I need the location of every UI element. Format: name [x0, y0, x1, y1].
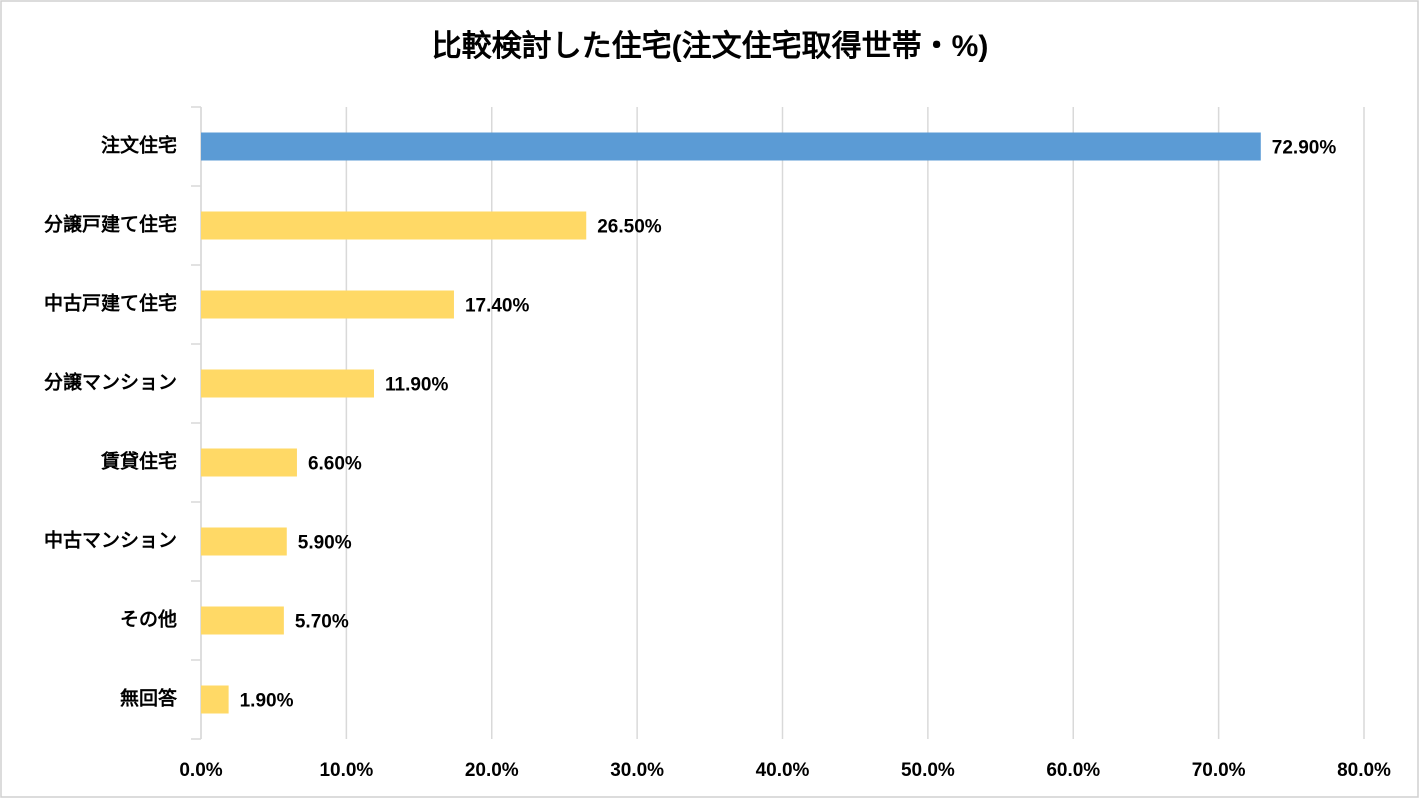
x-tick-label: 0.0%	[179, 760, 222, 781]
bar	[201, 685, 229, 714]
y-tick-label: 中古マンション	[44, 529, 177, 552]
y-tick-label: 中古戸建て住宅	[44, 292, 177, 315]
x-tick-label: 30.0%	[610, 760, 664, 781]
x-tick-label: 80.0%	[1337, 760, 1391, 781]
value-label: 11.90%	[385, 375, 448, 396]
bar	[201, 211, 587, 240]
y-tick-label: 分譲マンション	[44, 371, 177, 394]
bar	[201, 527, 287, 556]
value-label: 6.60%	[308, 454, 362, 475]
x-tick-label: 10.0%	[319, 760, 373, 781]
chart-title: 比較検討した住宅(注文住宅取得世帯・%)	[432, 29, 989, 63]
bar	[201, 606, 284, 635]
y-tick-label: 無回答	[120, 687, 178, 710]
value-label: 26.50%	[597, 217, 662, 238]
y-tick-label: 注文住宅	[101, 134, 177, 157]
value-label: 5.70%	[295, 612, 349, 633]
x-tick-label: 70.0%	[1192, 760, 1246, 781]
value-label: 72.90%	[1272, 138, 1337, 159]
value-label: 5.90%	[298, 533, 352, 554]
bar	[201, 448, 297, 477]
bar	[201, 290, 454, 319]
y-tick-label: 分譲戸建て住宅	[44, 213, 177, 236]
value-label: 1.90%	[240, 691, 294, 712]
x-tick-label: 50.0%	[901, 760, 955, 781]
y-tick-label: 賃貸住宅	[100, 450, 177, 473]
y-tick-label: その他	[120, 608, 177, 631]
x-tick-label: 40.0%	[756, 760, 810, 781]
bar	[201, 369, 374, 398]
x-tick-label: 60.0%	[1046, 760, 1100, 781]
bar	[201, 132, 1261, 161]
x-tick-label: 20.0%	[465, 760, 519, 781]
value-label: 17.40%	[465, 296, 530, 317]
